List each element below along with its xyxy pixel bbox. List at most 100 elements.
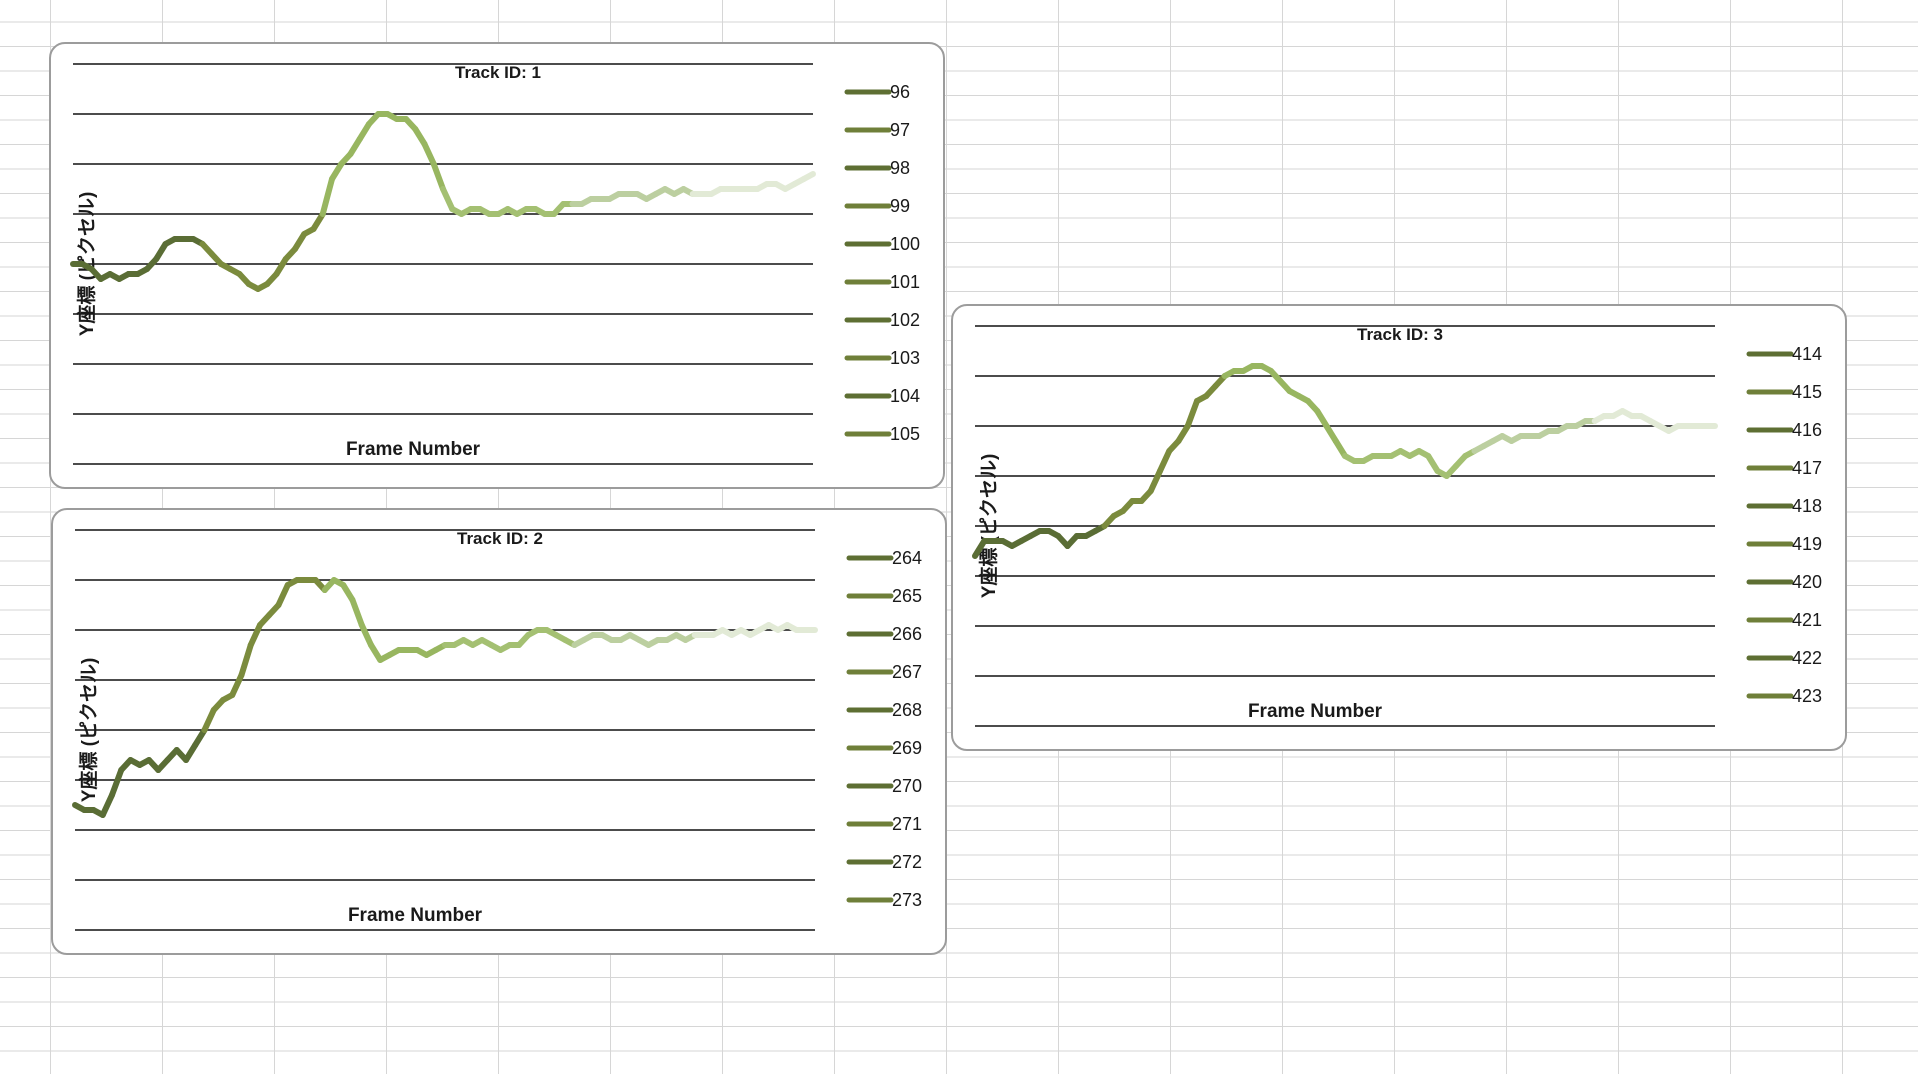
legend-label: 414 <box>1792 344 1822 364</box>
series-line-segment <box>421 141 437 167</box>
legend-entry[interactable]: 273 <box>846 890 922 910</box>
legend-label: 267 <box>892 662 922 682</box>
legend-label: 104 <box>890 386 920 406</box>
gridlines <box>975 325 1715 727</box>
legend-label: 271 <box>892 814 922 834</box>
legend-entry[interactable]: 103 <box>844 348 920 368</box>
legend-entry[interactable]: 421 <box>1746 610 1822 630</box>
series-line-segment <box>440 186 456 212</box>
legend-entry[interactable]: 422 <box>1746 648 1822 668</box>
series-line-segment <box>319 176 335 217</box>
gridlines <box>73 63 813 465</box>
legend[interactable]: 414 415 416 417 418 419 420 421 422 423 <box>1746 344 1822 706</box>
legend-label: 269 <box>892 738 922 758</box>
series-line-segment <box>1157 448 1173 474</box>
legend-label: 102 <box>890 310 920 330</box>
legend-label: 273 <box>892 890 922 910</box>
legend-entry[interactable]: 270 <box>846 776 922 796</box>
chart-track-1[interactable]: Track ID: 1 Frame Number Y座標 (ピクセル) 96 97… <box>49 42 945 489</box>
legend-label: 419 <box>1792 534 1822 554</box>
legend-label: 422 <box>1792 648 1822 668</box>
legend-entry[interactable]: 418 <box>1746 496 1822 516</box>
series-line-segment <box>275 582 291 608</box>
legend-label: 96 <box>890 82 910 102</box>
x-axis-label: Frame Number <box>346 439 481 460</box>
legend-entry[interactable]: 97 <box>844 120 910 140</box>
legend-entry[interactable]: 98 <box>844 158 910 178</box>
series-line-segment <box>247 622 263 648</box>
legend-entry[interactable]: 264 <box>846 548 922 568</box>
series-line-segment <box>201 707 217 733</box>
series-line-segment <box>1147 468 1163 494</box>
legend-entry[interactable]: 271 <box>846 814 922 834</box>
legend-entry[interactable]: 272 <box>846 852 922 872</box>
legend-entry[interactable]: 100 <box>844 234 920 254</box>
legend-entry[interactable]: 416 <box>1746 420 1822 440</box>
legend-label: 268 <box>892 700 922 720</box>
legend-entry[interactable]: 99 <box>844 196 910 216</box>
legend-entry[interactable]: 268 <box>846 700 922 720</box>
series-line-segment <box>358 622 374 648</box>
legend-label: 97 <box>890 120 910 140</box>
x-axis-label: Frame Number <box>348 905 483 926</box>
legend-entry[interactable]: 267 <box>846 662 922 682</box>
legend-label: 266 <box>892 624 922 644</box>
x-axis-label: Frame Number <box>1248 701 1383 722</box>
series-group <box>70 111 816 292</box>
legend-label: 105 <box>890 424 920 444</box>
legend-entry[interactable]: 419 <box>1746 534 1822 554</box>
legend-label: 272 <box>892 852 922 872</box>
legend-label: 101 <box>890 272 920 292</box>
series-group <box>972 363 1718 559</box>
legend-entry[interactable]: 96 <box>844 82 910 102</box>
legend-entry[interactable]: 417 <box>1746 458 1822 478</box>
legend-label: 103 <box>890 348 920 368</box>
legend-label: 99 <box>890 196 910 216</box>
legend-entry[interactable]: 269 <box>846 738 922 758</box>
legend-entry[interactable]: 101 <box>844 272 920 292</box>
legend-entry[interactable]: 420 <box>1746 572 1822 592</box>
legend-label: 418 <box>1792 496 1822 516</box>
legend-entry[interactable]: 414 <box>1746 344 1822 364</box>
chart-track-3[interactable]: Track ID: 3 Frame Number Y座標 (ピクセル) 414 4… <box>951 304 1847 751</box>
chart-title: Track ID: 3 <box>1357 325 1443 344</box>
series-line-segment <box>430 161 446 192</box>
chart-svg-track-1: Track ID: 1 Frame Number Y座標 (ピクセル) 9697… <box>70 63 920 465</box>
y-axis-label: Y座標 (ピクセル) <box>977 454 1000 599</box>
series-line-segment <box>238 642 254 678</box>
legend-label: 98 <box>890 158 910 178</box>
legend-label: 416 <box>1792 420 1822 440</box>
legend-label: 265 <box>892 586 922 606</box>
legend-label: 415 <box>1792 382 1822 402</box>
chart-title: Track ID: 2 <box>457 529 543 548</box>
chart-title: Track ID: 1 <box>455 63 541 82</box>
legend-entry[interactable]: 105 <box>844 424 920 444</box>
series-line-segment <box>349 597 365 628</box>
legend-label: 264 <box>892 548 922 568</box>
y-axis-label: Y座標 (ピクセル) <box>77 658 100 803</box>
gridlines <box>75 529 815 931</box>
series-line-segment <box>109 767 125 798</box>
chart-track-2[interactable]: Track ID: 2 Frame Number Y座標 (ピクセル) 264 2… <box>51 508 947 955</box>
legend-entry[interactable]: 266 <box>846 624 922 644</box>
legend-entry[interactable]: 423 <box>1746 686 1822 706</box>
series-line-segment <box>800 171 816 182</box>
series-group <box>72 577 818 818</box>
series-line-segment <box>1184 398 1200 429</box>
legend-entry[interactable]: 415 <box>1746 382 1822 402</box>
legend-entry[interactable]: 104 <box>844 386 920 406</box>
legend-label: 100 <box>890 234 920 254</box>
legend-label: 423 <box>1792 686 1822 706</box>
chart-svg-track-2: Track ID: 2 Frame Number Y座標 (ピクセル) 2642… <box>72 529 922 931</box>
legend-entry[interactable]: 102 <box>844 310 920 330</box>
legend-label: 270 <box>892 776 922 796</box>
legend-entry[interactable]: 265 <box>846 586 922 606</box>
legend-label: 421 <box>1792 610 1822 630</box>
legend[interactable]: 264 265 266 267 268 269 270 271 272 273 <box>846 548 922 910</box>
legend-label: 420 <box>1792 572 1822 592</box>
legend-label: 417 <box>1792 458 1822 478</box>
series-line-segment <box>99 792 115 818</box>
series-line-segment <box>229 672 245 698</box>
chart-svg-track-3: Track ID: 3 Frame Number Y座標 (ピクセル) 4144… <box>972 325 1822 727</box>
legend[interactable]: 96 97 98 99 100 101 102 103 104 105 <box>844 82 920 444</box>
